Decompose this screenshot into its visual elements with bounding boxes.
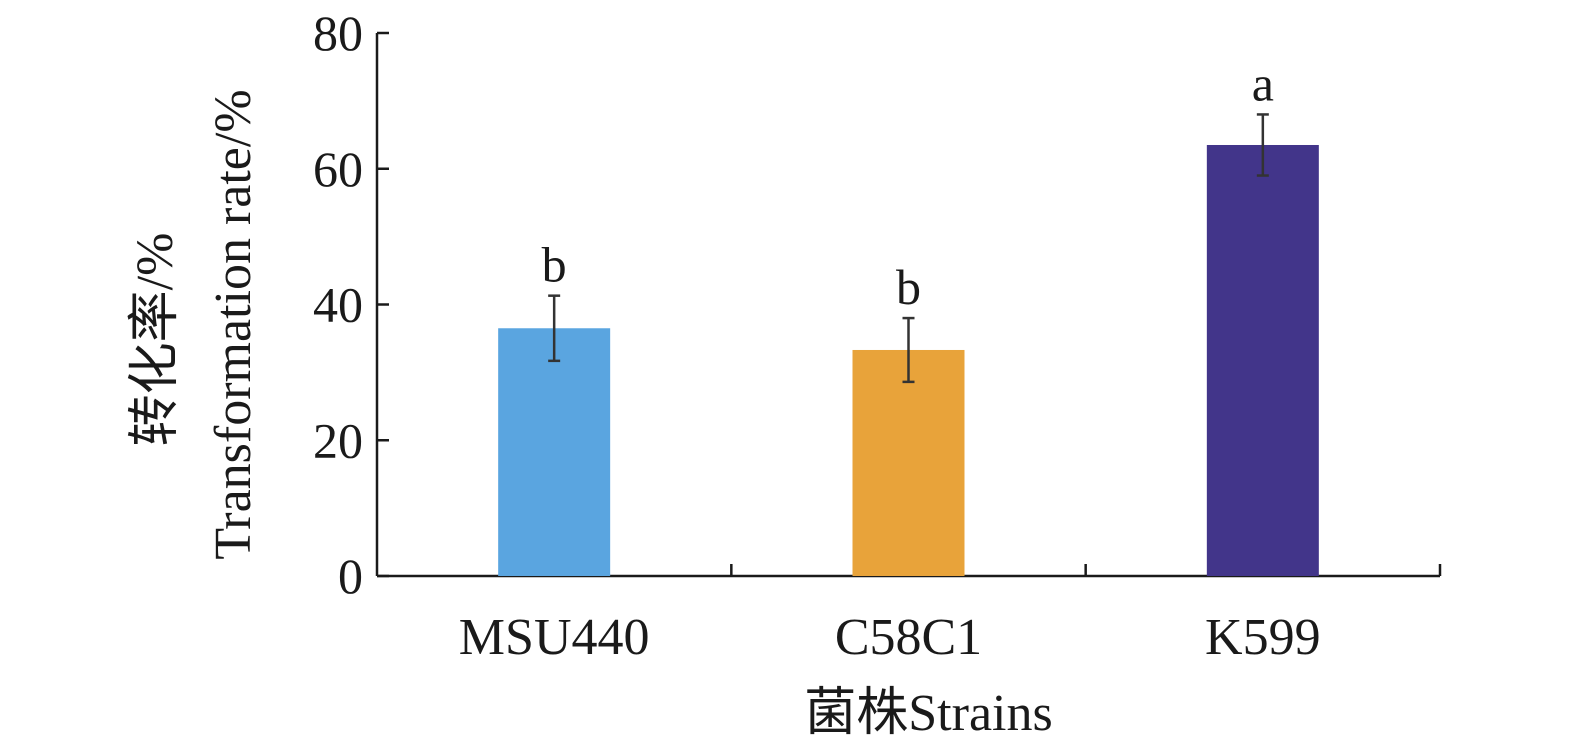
significance-letter: a [1252,55,1274,111]
y-tick-label: 20 [313,412,363,468]
bar-msu440 [498,328,611,576]
error-bars [548,113,1269,384]
y-tick-label: 60 [313,141,363,197]
category-label: C58C1 [835,609,982,666]
y-tick-label: 80 [313,5,363,61]
y-ticks: 0 20 40 60 80 [313,5,389,604]
y-axis-title-english: Transformation rate/% [205,89,262,559]
bar-c58c1 [852,349,965,576]
y-axis-title-chinese: 转化率/% [127,233,184,447]
category-label: MSU440 [459,609,650,666]
x-ticks [730,564,1442,576]
category-label: K599 [1205,609,1321,666]
x-axis-title: 菌株Strains [804,685,1052,742]
significance-letter: b [542,237,567,293]
category-labels: MSU440 C58C1 K599 [459,609,1321,666]
y-tick-label: 40 [313,277,363,333]
significance-labels: b b a [542,55,1274,315]
y-tick-label: 0 [338,548,363,604]
bar-k599 [1206,144,1319,576]
significance-letter: b [896,259,921,315]
bars [498,144,1319,576]
